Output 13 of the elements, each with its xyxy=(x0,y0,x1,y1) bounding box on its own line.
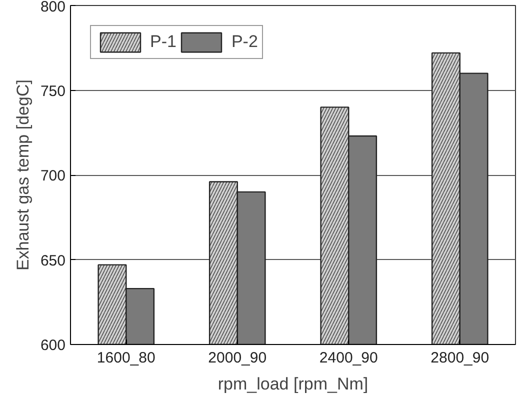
legend-label: P-2 xyxy=(231,32,258,52)
x-tick-label: 2400_90 xyxy=(319,350,378,366)
y-axis-title: Exhaust gas temp [degC] xyxy=(13,80,32,270)
x-tick-label: 2800_90 xyxy=(430,350,490,366)
legend-label: P-1 xyxy=(150,32,176,52)
x-axis-title: rpm_load [rpm_Nm] xyxy=(218,374,368,394)
y-tick-label: 750 xyxy=(40,82,66,100)
x-tick-label: 1600_80 xyxy=(96,350,156,366)
y-tick-label: 650 xyxy=(40,252,66,270)
x-tick-label: 2000_90 xyxy=(208,350,267,366)
y-tick-label: 800 xyxy=(40,0,66,16)
y-tick-label: 700 xyxy=(40,168,66,184)
y-tick-label: 600 xyxy=(40,337,66,354)
